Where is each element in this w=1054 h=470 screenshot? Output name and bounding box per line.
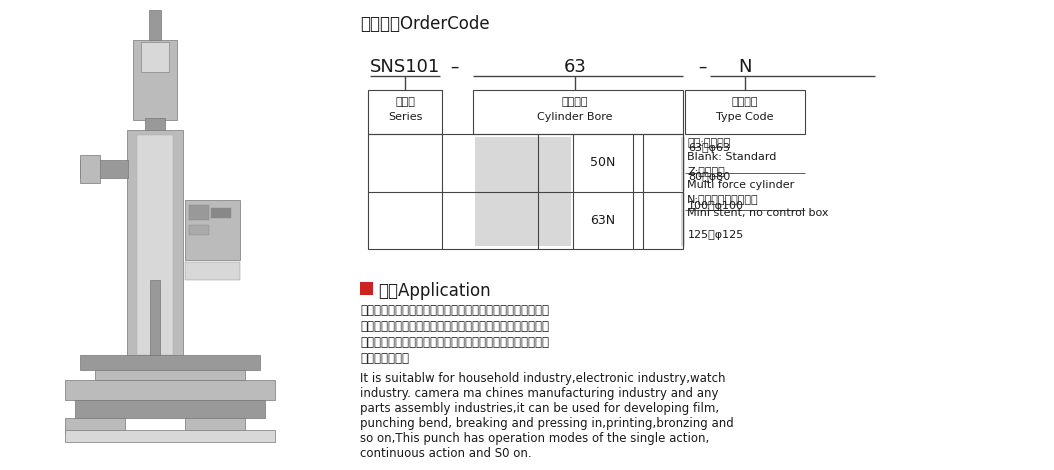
- Bar: [141, 42, 169, 72]
- Text: 125：φ125: 125：φ125: [688, 230, 744, 240]
- Text: 80：φ80: 80：φ80: [688, 172, 730, 182]
- Bar: [65, 380, 275, 400]
- Bar: [368, 90, 442, 134]
- Text: 63: 63: [564, 58, 586, 76]
- Text: Type Code: Type Code: [717, 112, 774, 122]
- Bar: [681, 137, 685, 190]
- Text: parts assembly industries,it can be used for developing film,: parts assembly industries,it can be used…: [360, 402, 719, 415]
- Bar: [145, 118, 165, 133]
- Text: 压入、印花、烫金等工业。此冲床具有单动、单定时回复、连: 压入、印花、烫金等工业。此冲床具有单动、单定时回复、连: [360, 336, 549, 349]
- Bar: [149, 10, 161, 40]
- Text: 用途Application: 用途Application: [378, 282, 490, 300]
- Text: 空白:标准型，: 空白:标准型，: [687, 138, 730, 148]
- Bar: [360, 282, 373, 295]
- Bar: [186, 262, 240, 280]
- Bar: [80, 160, 128, 178]
- Bar: [189, 205, 209, 220]
- Text: –: –: [450, 58, 458, 76]
- Text: 气缸缸径: 气缸缸径: [562, 97, 588, 107]
- Text: 63N: 63N: [590, 214, 616, 227]
- Text: 系列号: 系列号: [395, 97, 415, 107]
- Text: punching bend, breaking and pressing in,printing,bronzing and: punching bend, breaking and pressing in,…: [360, 417, 734, 430]
- Bar: [65, 430, 275, 442]
- Text: 订货型号OrderCode: 订货型号OrderCode: [360, 15, 490, 33]
- Text: 型式代号: 型式代号: [731, 97, 758, 107]
- Bar: [80, 355, 260, 370]
- Text: SNS101: SNS101: [370, 58, 441, 76]
- Text: 50N: 50N: [590, 156, 616, 169]
- Text: Cylinder Bore: Cylinder Bore: [538, 112, 612, 122]
- Bar: [186, 418, 245, 433]
- Text: 适用于家电业、电子工业电器端子、钟表工业、照相机械制造: 适用于家电业、电子工业电器端子、钟表工业、照相机械制造: [360, 304, 549, 317]
- Text: Series: Series: [388, 112, 423, 122]
- Bar: [473, 90, 683, 134]
- Bar: [189, 225, 209, 235]
- Bar: [368, 134, 683, 249]
- Text: 业及任何零件装配工业等行业。可用于冲片、冲弯压形、切断: 业及任何零件装配工业等行业。可用于冲片、冲弯压形、切断: [360, 320, 549, 333]
- Bar: [80, 155, 100, 183]
- Bar: [186, 200, 240, 260]
- Bar: [685, 90, 805, 134]
- Text: Multi force cylinder: Multi force cylinder: [687, 180, 795, 190]
- Bar: [681, 193, 685, 246]
- Bar: [150, 280, 160, 355]
- Text: Blank: Standard: Blank: Standard: [687, 152, 777, 162]
- Text: industry. camera ma chines manufacturing industry and any: industry. camera ma chines manufacturing…: [360, 387, 719, 400]
- Text: 100：φ100: 100：φ100: [688, 201, 744, 211]
- Text: 动等操作方式。: 动等操作方式。: [360, 352, 409, 365]
- Text: N: N: [738, 58, 752, 76]
- Text: so on,This punch has operation modes of the single action,: so on,This punch has operation modes of …: [360, 432, 709, 445]
- Bar: [75, 400, 265, 418]
- Bar: [126, 130, 183, 360]
- Bar: [65, 418, 125, 433]
- Bar: [137, 135, 173, 355]
- Bar: [95, 370, 245, 380]
- Text: –: –: [698, 58, 706, 76]
- Text: Mini stent, no control box: Mini stent, no control box: [687, 208, 828, 218]
- Text: continuous action and S0 on.: continuous action and S0 on.: [360, 447, 531, 460]
- Bar: [133, 40, 177, 120]
- Text: It is suitablw for household industry,electronic industry,watch: It is suitablw for household industry,el…: [360, 372, 725, 385]
- Bar: [475, 137, 571, 246]
- Text: 63：φ63: 63：φ63: [688, 143, 730, 153]
- Text: N:微型支架，无控制箱: N:微型支架，无控制箱: [687, 194, 759, 204]
- Bar: [211, 208, 231, 218]
- Text: Z:倍力气缸: Z:倍力气缸: [687, 166, 725, 176]
